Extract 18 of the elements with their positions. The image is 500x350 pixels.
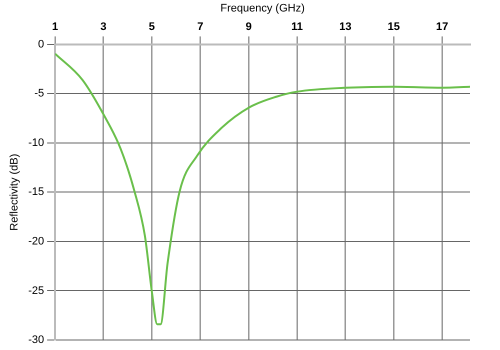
x-tick-label: 17 [436,20,448,33]
y-axis-title: Reflectivity (dB) [8,154,21,231]
y-tick-label: 0 [38,38,44,50]
x-tick-label: 11 [291,20,303,33]
y-tick-label: -5 [34,88,44,100]
y-tick-label: -15 [28,186,44,198]
x-tick-label: 13 [339,20,352,33]
x-tick-label: 1 [52,20,58,33]
y-tick-label: -25 [28,284,44,297]
x-axis-title: Frequency (GHz) [220,2,305,15]
x-tick-label: 3 [100,20,107,33]
x-tick-label: 5 [148,20,155,33]
x-tick-label: 15 [388,20,400,33]
x-tick-label: 9 [246,20,252,33]
y-tick-label: -10 [28,136,44,149]
y-tick-label: -20 [28,236,44,248]
y-tick-label: -30 [28,334,44,346]
x-tick-label: 7 [197,20,204,33]
